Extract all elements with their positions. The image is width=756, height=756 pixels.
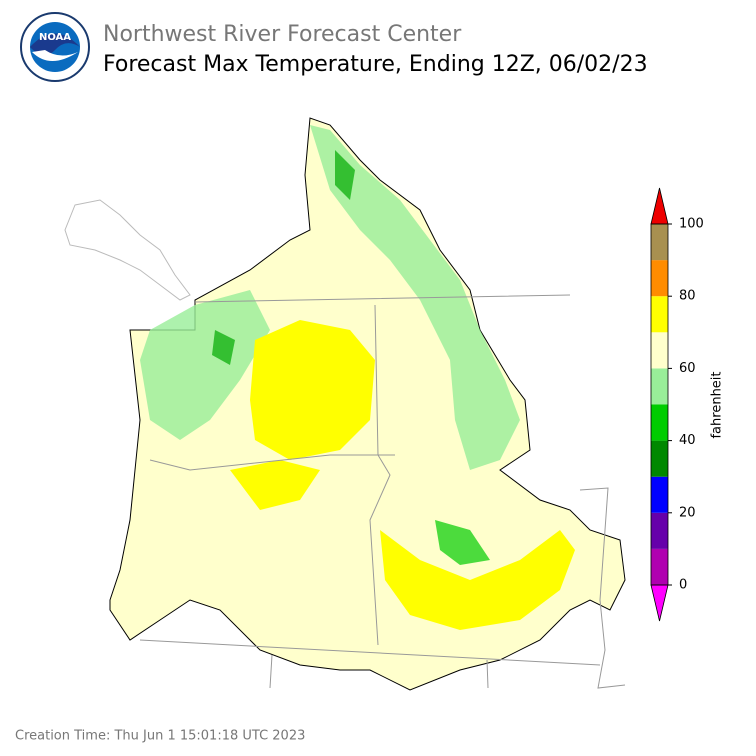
terrain-cold <box>435 520 490 565</box>
colorbar-segment <box>651 332 668 369</box>
terrain-warm <box>380 530 575 630</box>
state-lines <box>139 294 626 689</box>
terrain-cold <box>212 150 355 365</box>
coastline-bc <box>64 199 191 301</box>
colorbar-segment <box>651 476 668 513</box>
colorbar-tick-label: 20 <box>679 505 696 520</box>
terrain-warm <box>230 460 320 510</box>
subtitle: Forecast Max Temperature, Ending 12Z, 06… <box>103 52 648 77</box>
colorbar-tick-label: 60 <box>679 361 696 376</box>
colorbar-segment <box>651 368 668 405</box>
colorbar-label: fahrenheit <box>710 371 725 438</box>
colorbar: 0 20 40 60 80 100 <box>650 187 704 622</box>
noaa-logo: NOAA <box>20 12 90 82</box>
colorbar-segment <box>651 440 668 477</box>
terrain-cool <box>310 125 520 470</box>
colorbar-tick-label: 80 <box>679 289 696 304</box>
colorbar-tick-label: 40 <box>679 433 696 448</box>
colorbar-segment <box>651 512 668 549</box>
logo-text: NOAA <box>39 32 71 43</box>
map <box>64 117 626 691</box>
colorbar-segment <box>651 224 668 261</box>
colorbar-segment <box>651 296 668 333</box>
colorbar-frame <box>650 223 669 586</box>
colorbar-segment <box>651 260 668 297</box>
colorbar-segment <box>651 548 668 585</box>
colorbar-tick-label: 0 <box>679 578 687 593</box>
creation-time: Creation Time: Thu Jun 1 15:01:18 UTC 20… <box>15 729 305 744</box>
terrain-cool <box>140 290 270 440</box>
terrain-warm <box>250 320 375 460</box>
colorbar-tick-label: 100 <box>679 217 704 232</box>
colorbar-segment <box>651 404 668 441</box>
title: Northwest River Forecast Center <box>103 22 462 47</box>
